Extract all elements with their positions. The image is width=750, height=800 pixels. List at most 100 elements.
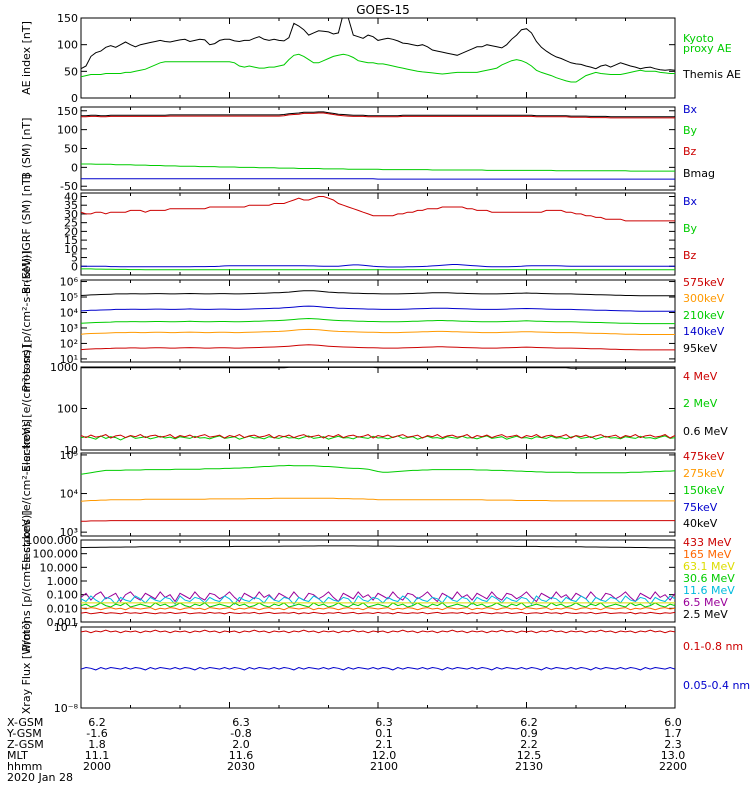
series-line-165-mev — [81, 607, 675, 611]
series-line-by — [81, 163, 675, 172]
y-axis-label: Electrons [e/(cm²-s-sr-keV)] — [20, 419, 33, 570]
legend-label: 300keV — [683, 292, 725, 305]
footer-value: 6.3 — [375, 716, 393, 729]
footer-value: 2.3 — [664, 738, 682, 751]
footer-label: hhmm — [7, 760, 42, 773]
panel-5: 10 100 1000 Electrons [e/(cm²-s-sr)] 4 MeV 2 … — [20, 345, 728, 472]
legend-label: 11.6 MeV — [683, 584, 735, 597]
y-tick-label: 0.010 — [47, 602, 79, 615]
y-axis-label: B (SM) [nT] — [20, 118, 33, 180]
series-line-300kev — [81, 328, 675, 335]
series-line-1 — [81, 53, 675, 83]
series-line-11-6-mev — [81, 595, 675, 606]
y-tick-label: 100.000 — [33, 548, 79, 561]
y-tick-label: 15 — [64, 234, 78, 247]
series-line-0-05-0-4-nm — [81, 666, 675, 671]
footer-value: 6.0 — [664, 716, 682, 729]
legend-label: Kyoto — [683, 32, 714, 45]
y-axis-label: Electrons [e/(cm²-s-sr)] — [20, 345, 33, 472]
legend-label: 4 MeV — [683, 370, 718, 383]
series-line-210kev — [81, 317, 675, 325]
series-line-30-6-mev — [81, 602, 675, 608]
y-tick-label: 35 — [64, 199, 78, 212]
legend-label: 165 MeV — [683, 548, 732, 561]
footer-value: 11.1 — [85, 749, 110, 762]
y-tick-label: 10⁴ — [60, 488, 79, 501]
panel-frame — [80, 279, 676, 363]
panel-6: 10³ 10⁴ 10⁵ Electrons [e/(cm²-s-sr-keV)] 475… — [20, 419, 725, 570]
footer-value: 0.9 — [520, 727, 538, 740]
y-tick-label: 100 — [57, 403, 78, 416]
y-axis-label: Xray Flux [W/m²] — [20, 621, 33, 714]
series-line-bz — [81, 196, 675, 222]
legend-label: Bx — [683, 195, 698, 208]
footer-value: 2030 — [227, 760, 255, 773]
panel-7: 0.0010.0100.1001.00010.000100.0001000.00… — [20, 510, 735, 651]
legend-label: 30.6 MeV — [683, 572, 735, 585]
y-tick-label: 1000.000 — [26, 534, 79, 547]
legend-label: Bz — [683, 249, 697, 262]
legend-label: Bx — [683, 103, 698, 116]
legend-label: 40keV — [683, 517, 718, 530]
footer-value: 6.2 — [88, 716, 106, 729]
panel-frame — [80, 539, 676, 623]
y-tick-label: 10² — [60, 337, 78, 350]
footer-value: 2000 — [83, 760, 111, 773]
y-tick-label: 1.000 — [47, 575, 79, 588]
panel-2: -50 0 50 100 150 B (SM) [nT] Bx By Bz Bmag — [20, 103, 715, 193]
legend-label: 150keV — [683, 484, 725, 497]
y-tick-label: 20 — [64, 225, 78, 238]
y-tick-label: 10³ — [60, 526, 78, 539]
y-tick-label: 10⁻⁷ — [54, 621, 78, 634]
y-tick-label: 10 — [64, 243, 78, 256]
footer-value: 2.2 — [520, 738, 538, 751]
panel-frame — [80, 626, 676, 709]
series-line-bmag — [81, 111, 675, 118]
series-line-2-mev — [81, 435, 675, 441]
legend-label: 2 MeV — [683, 397, 718, 410]
series-line-2-5-mev — [81, 545, 675, 549]
y-tick-label: 10⁻⁸ — [54, 702, 79, 715]
footer-value: 12.0 — [372, 749, 397, 762]
footer-value: 2.1 — [375, 738, 393, 751]
legend-label: 475keV — [683, 450, 725, 463]
legend-label: Themis AE — [682, 68, 741, 81]
footer-value: 2100 — [370, 760, 398, 773]
legend-label: 95keV — [683, 342, 718, 355]
footer-label: X-GSM — [7, 716, 43, 729]
panel-frame — [80, 192, 676, 276]
y-tick-label: -50 — [60, 180, 78, 193]
legend-label: 275keV — [683, 467, 725, 480]
footer-value: 11.6 — [229, 749, 254, 762]
legend-label: 2.5 MeV — [683, 608, 728, 621]
legend-label: By — [683, 222, 698, 235]
series-line-4-mev — [81, 434, 675, 439]
y-tick-label: 30 — [64, 208, 78, 221]
series-line-275kev — [81, 497, 675, 502]
legend-label: proxy AE — [683, 42, 732, 55]
legend-label: 63.1 MeV — [683, 560, 735, 573]
footer-value: 2130 — [515, 760, 543, 773]
series-line-433-mev — [81, 611, 675, 615]
legend-label: 433 MeV — [683, 536, 732, 549]
footer-value: 0.1 — [375, 727, 393, 740]
footer-value: 6.3 — [232, 716, 250, 729]
footer-label: 2020 Jan 28 — [7, 771, 73, 784]
footer-value: 1.8 — [88, 738, 106, 751]
y-tick-label: 150 — [57, 105, 78, 118]
y-tick-label: 0 — [71, 161, 78, 174]
y-axis-label: B (SM)-IGRF (SM) [nT] — [20, 174, 33, 294]
series-line-575kev — [81, 344, 675, 351]
series-line-0-6-mev — [81, 367, 675, 369]
panel-4: 10¹ 10² 10³ 10⁴ 10⁵ 10⁶ Protons [p/(cm²-s-sr-k… — [20, 250, 725, 391]
y-tick-label: 50 — [64, 65, 78, 78]
footer-value: 13.0 — [661, 749, 686, 762]
y-tick-label: 10⁵ — [60, 291, 78, 304]
y-tick-label: 10 — [64, 444, 78, 457]
y-tick-label: 10³ — [60, 322, 78, 335]
legend-label: Bz — [683, 145, 697, 158]
legend-label: 140keV — [683, 325, 725, 338]
